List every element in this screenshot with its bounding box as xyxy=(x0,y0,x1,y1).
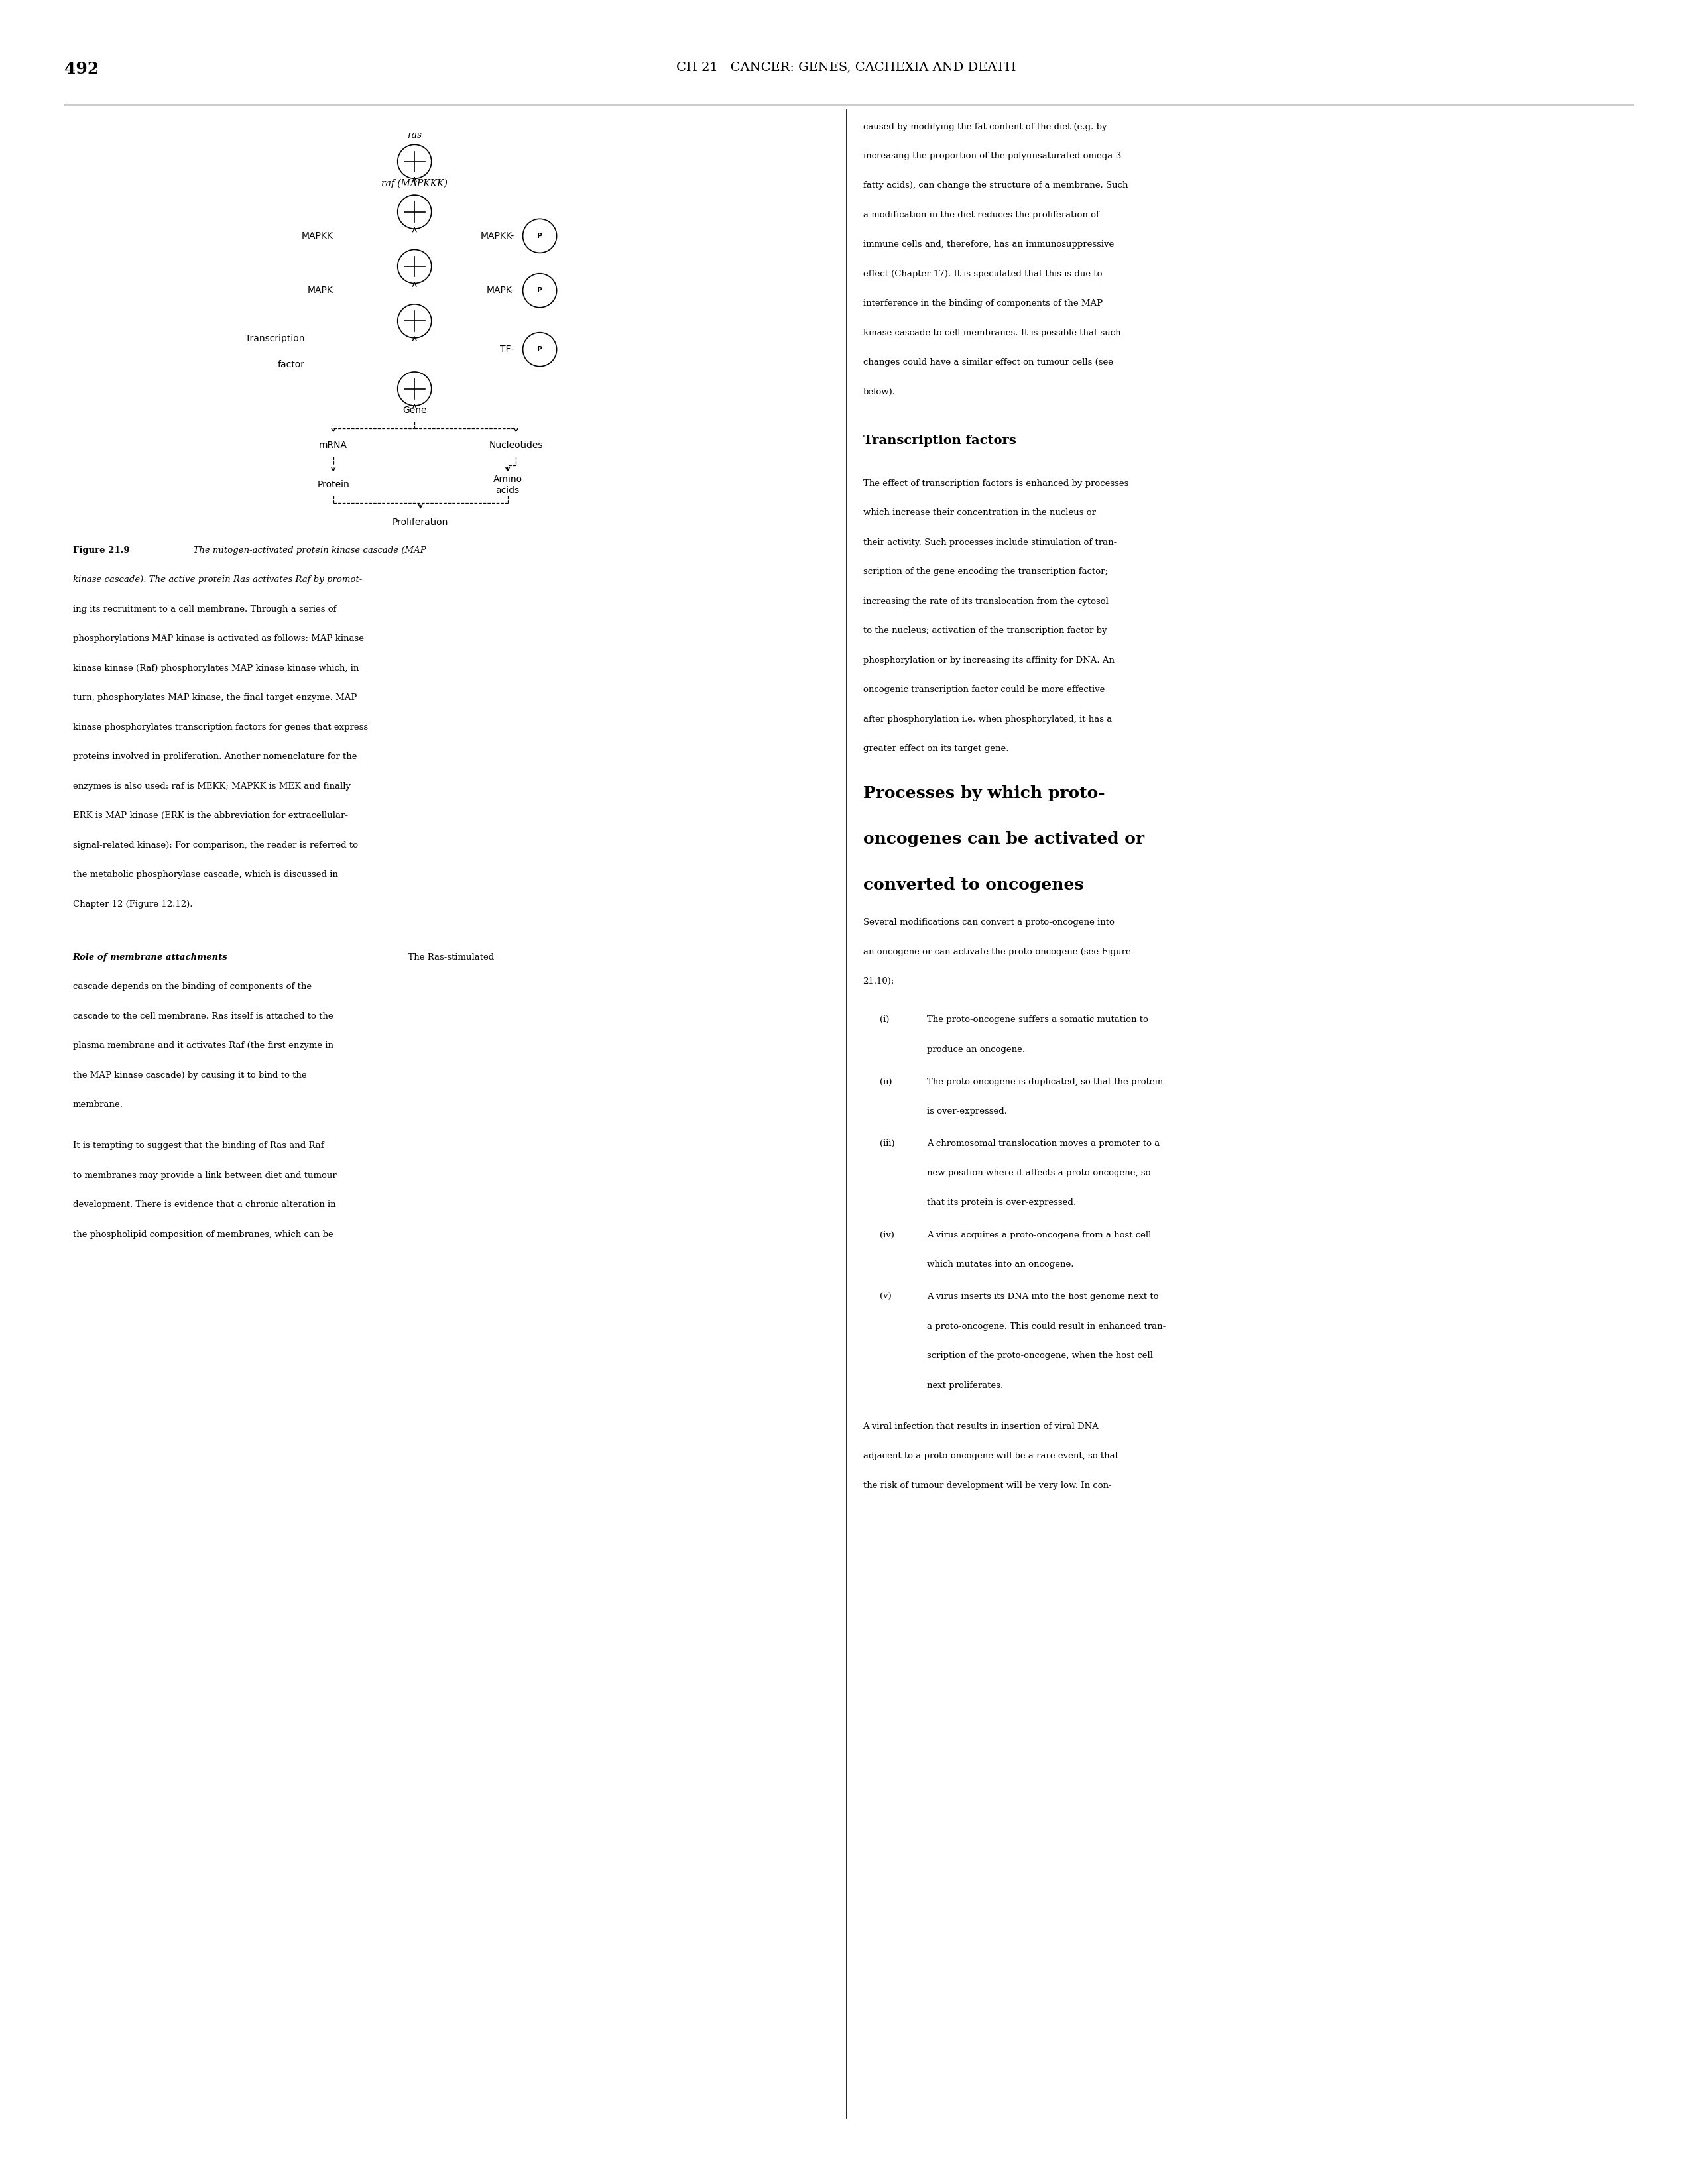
Text: P: P xyxy=(536,286,543,295)
Text: phosphorylation or by increasing its affinity for DNA. An: phosphorylation or by increasing its aff… xyxy=(863,655,1115,664)
Text: raf (MAPKKK): raf (MAPKKK) xyxy=(381,179,448,188)
Text: turn, phosphorylates MAP kinase, the final target enzyme. MAP: turn, phosphorylates MAP kinase, the fin… xyxy=(73,692,357,701)
Text: The mitogen-activated protein kinase cascade (MAP: The mitogen-activated protein kinase cas… xyxy=(188,546,426,555)
Text: It is tempting to suggest that the binding of Ras and Raf: It is tempting to suggest that the bindi… xyxy=(73,1142,323,1151)
Text: proteins involved in proliferation. Another nomenclature for the: proteins involved in proliferation. Anot… xyxy=(73,751,357,760)
Text: to the nucleus; activation of the transcription factor by: to the nucleus; activation of the transc… xyxy=(863,627,1107,636)
Text: (ii): (ii) xyxy=(880,1077,892,1085)
Text: kinase phosphorylates transcription factors for genes that express: kinase phosphorylates transcription fact… xyxy=(73,723,367,732)
Text: Proliferation: Proliferation xyxy=(393,518,448,526)
Text: converted to oncogenes: converted to oncogenes xyxy=(863,878,1083,893)
Text: greater effect on its target gene.: greater effect on its target gene. xyxy=(863,745,1008,753)
Text: ing its recruitment to a cell membrane. Through a series of: ing its recruitment to a cell membrane. … xyxy=(73,605,337,614)
Text: ERK is MAP kinase (ERK is the abbreviation for extracellular-: ERK is MAP kinase (ERK is the abbreviati… xyxy=(73,810,349,819)
Text: (iii): (iii) xyxy=(880,1140,895,1149)
Text: caused by modifying the fat content of the diet (e.g. by: caused by modifying the fat content of t… xyxy=(863,122,1107,131)
Text: The proto-oncogene is duplicated, so that the protein: The proto-oncogene is duplicated, so tha… xyxy=(927,1077,1164,1085)
Text: plasma membrane and it activates Raf (the first enzyme in: plasma membrane and it activates Raf (th… xyxy=(73,1042,333,1051)
Text: which increase their concentration in the nucleus or: which increase their concentration in th… xyxy=(863,509,1096,518)
Text: P: P xyxy=(536,232,543,240)
Text: the risk of tumour development will be very low. In con-: the risk of tumour development will be v… xyxy=(863,1481,1112,1489)
Text: next proliferates.: next proliferates. xyxy=(927,1380,1003,1389)
Text: Gene: Gene xyxy=(403,406,426,415)
Text: Several modifications can convert a proto-oncogene into: Several modifications can convert a prot… xyxy=(863,917,1113,926)
Text: immune cells and, therefore, has an immunosuppressive: immune cells and, therefore, has an immu… xyxy=(863,240,1113,249)
Text: A chromosomal translocation moves a promoter to a: A chromosomal translocation moves a prom… xyxy=(927,1140,1161,1149)
Text: a proto-oncogene. This could result in enhanced tran-: a proto-oncogene. This could result in e… xyxy=(927,1321,1166,1330)
Text: (i): (i) xyxy=(880,1016,890,1024)
Text: kinase cascade to cell membranes. It is possible that such: kinase cascade to cell membranes. It is … xyxy=(863,328,1120,336)
Text: below).: below). xyxy=(863,387,895,395)
Text: that its protein is over-expressed.: that its protein is over-expressed. xyxy=(927,1199,1076,1208)
Text: CH 21   CANCER: GENES, CACHEXIA AND DEATH: CH 21 CANCER: GENES, CACHEXIA AND DEATH xyxy=(677,61,1015,72)
Text: new position where it affects a proto-oncogene, so: new position where it affects a proto-on… xyxy=(927,1168,1151,1177)
Text: The effect of transcription factors is enhanced by processes: The effect of transcription factors is e… xyxy=(863,478,1129,487)
Text: effect (Chapter 17). It is speculated that this is due to: effect (Chapter 17). It is speculated th… xyxy=(863,269,1101,277)
Text: 492: 492 xyxy=(64,61,98,76)
Text: the metabolic phosphorylase cascade, which is discussed in: the metabolic phosphorylase cascade, whi… xyxy=(73,869,338,878)
Text: increasing the proportion of the polyunsaturated omega-3: increasing the proportion of the polyuns… xyxy=(863,153,1122,159)
Text: Figure 21.9: Figure 21.9 xyxy=(73,546,130,555)
Text: Amino
acids: Amino acids xyxy=(492,474,523,496)
Text: membrane.: membrane. xyxy=(73,1101,124,1109)
Text: A virus acquires a proto-oncogene from a host cell: A virus acquires a proto-oncogene from a… xyxy=(927,1232,1152,1238)
Text: TF-: TF- xyxy=(501,345,514,354)
Text: Protein: Protein xyxy=(316,480,350,489)
Text: after phosphorylation i.e. when phosphorylated, it has a: after phosphorylation i.e. when phosphor… xyxy=(863,714,1112,723)
Text: kinase cascade). The active protein Ras activates Raf by promot-: kinase cascade). The active protein Ras … xyxy=(73,577,362,583)
Text: Transcription factors: Transcription factors xyxy=(863,435,1015,448)
Text: fatty acids), can change the structure of a membrane. Such: fatty acids), can change the structure o… xyxy=(863,181,1129,190)
Text: MAPK: MAPK xyxy=(308,286,333,295)
Text: oncogenic transcription factor could be more effective: oncogenic transcription factor could be … xyxy=(863,686,1105,695)
Text: changes could have a similar effect on tumour cells (see: changes could have a similar effect on t… xyxy=(863,358,1113,367)
Text: the phospholipid composition of membranes, which can be: the phospholipid composition of membrane… xyxy=(73,1230,333,1238)
Text: A viral infection that results in insertion of viral DNA: A viral infection that results in insert… xyxy=(863,1422,1098,1431)
Text: P: P xyxy=(536,345,543,354)
Text: 21.10):: 21.10): xyxy=(863,976,895,985)
Text: The Ras-stimulated: The Ras-stimulated xyxy=(403,952,494,961)
Text: (iv): (iv) xyxy=(880,1232,895,1238)
Text: to membranes may provide a link between diet and tumour: to membranes may provide a link between … xyxy=(73,1171,337,1179)
Text: signal-related kinase): For comparison, the reader is referred to: signal-related kinase): For comparison, … xyxy=(73,841,357,850)
Text: produce an oncogene.: produce an oncogene. xyxy=(927,1044,1025,1053)
Text: interference in the binding of components of the MAP: interference in the binding of component… xyxy=(863,299,1103,308)
Text: MAPKK: MAPKK xyxy=(301,232,333,240)
Text: scription of the gene encoding the transcription factor;: scription of the gene encoding the trans… xyxy=(863,568,1108,577)
Text: increasing the rate of its translocation from the cytosol: increasing the rate of its translocation… xyxy=(863,596,1108,605)
Text: is over-expressed.: is over-expressed. xyxy=(927,1107,1007,1116)
Text: kinase kinase (Raf) phosphorylates MAP kinase kinase which, in: kinase kinase (Raf) phosphorylates MAP k… xyxy=(73,664,359,673)
Text: ras: ras xyxy=(408,131,421,140)
Text: a modification in the diet reduces the proliferation of: a modification in the diet reduces the p… xyxy=(863,210,1098,218)
Text: oncogenes can be activated or: oncogenes can be activated or xyxy=(863,832,1144,847)
Text: Nucleotides: Nucleotides xyxy=(489,441,543,450)
Text: mRNA: mRNA xyxy=(320,441,347,450)
Text: A virus inserts its DNA into the host genome next to: A virus inserts its DNA into the host ge… xyxy=(927,1293,1159,1302)
Text: Chapter 12 (Figure 12.12).: Chapter 12 (Figure 12.12). xyxy=(73,900,193,909)
Text: Role of membrane attachments: Role of membrane attachments xyxy=(73,952,228,961)
Text: cascade to the cell membrane. Ras itself is attached to the: cascade to the cell membrane. Ras itself… xyxy=(73,1011,333,1020)
Text: MAPKK-: MAPKK- xyxy=(481,232,514,240)
Text: which mutates into an oncogene.: which mutates into an oncogene. xyxy=(927,1260,1074,1269)
Text: Transcription: Transcription xyxy=(245,334,305,343)
Text: enzymes is also used: raf is MEKK; MAPKK is MEK and finally: enzymes is also used: raf is MEKK; MAPKK… xyxy=(73,782,350,791)
Text: cascade depends on the binding of components of the: cascade depends on the binding of compon… xyxy=(73,983,311,992)
Text: their activity. Such processes include stimulation of tran-: their activity. Such processes include s… xyxy=(863,537,1117,546)
Text: Processes by which proto-: Processes by which proto- xyxy=(863,786,1105,802)
Text: an oncogene or can activate the proto-oncogene (see Figure: an oncogene or can activate the proto-on… xyxy=(863,948,1130,957)
Text: adjacent to a proto-oncogene will be a rare event, so that: adjacent to a proto-oncogene will be a r… xyxy=(863,1452,1118,1461)
Text: scription of the proto-oncogene, when the host cell: scription of the proto-oncogene, when th… xyxy=(927,1352,1154,1361)
Text: phosphorylations MAP kinase is activated as follows: MAP kinase: phosphorylations MAP kinase is activated… xyxy=(73,633,364,642)
Text: MAPK-: MAPK- xyxy=(486,286,514,295)
Text: (v): (v) xyxy=(880,1293,892,1302)
Text: factor: factor xyxy=(277,360,305,369)
Text: The proto-oncogene suffers a somatic mutation to: The proto-oncogene suffers a somatic mut… xyxy=(927,1016,1149,1024)
Text: the MAP kinase cascade) by causing it to bind to the: the MAP kinase cascade) by causing it to… xyxy=(73,1070,306,1079)
Text: development. There is evidence that a chronic alteration in: development. There is evidence that a ch… xyxy=(73,1201,335,1210)
